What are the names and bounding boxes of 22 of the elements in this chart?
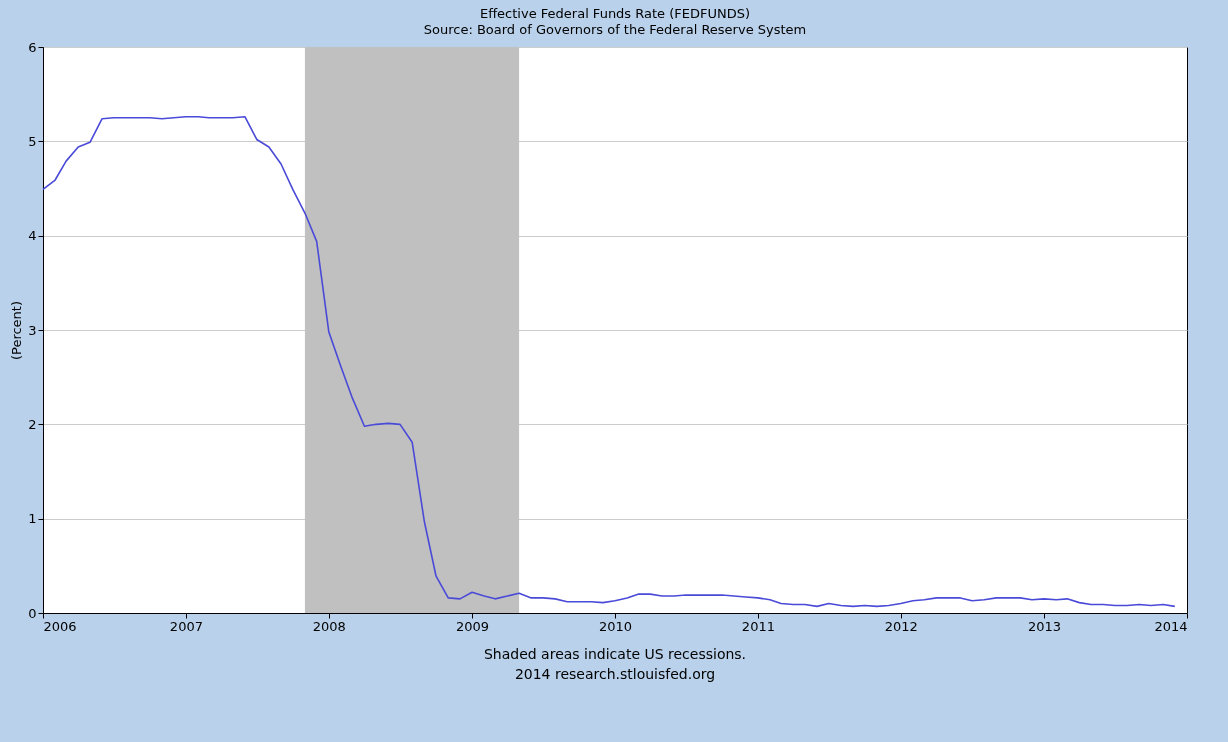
x-tick-label: 2012: [884, 618, 918, 634]
y-tick-label: 1: [28, 511, 37, 527]
x-tick-label: 2010: [598, 618, 633, 634]
y-tick-label: 0: [28, 605, 37, 621]
y-tick-label: 6: [28, 39, 37, 55]
chart-title: Effective Federal Funds Rate (FEDFUNDS): [479, 6, 751, 21]
x-tick-label: 2013: [1028, 618, 1062, 634]
y-axis-title: (Percent): [9, 300, 25, 361]
line-series: [42, 116, 1176, 608]
text: 2014 research.stlouisfed.org: [514, 666, 716, 682]
x-tick-label: 2014: [1154, 618, 1188, 634]
x-tick-label: 2011: [741, 618, 775, 634]
y-tick-label: 4: [28, 228, 37, 244]
y-tick-label: 2: [28, 416, 37, 432]
x-tick-label: 2009: [456, 618, 490, 634]
x-tick-label: 2006: [43, 618, 77, 634]
chart-subtitle: Source: Board of Governors of the Federal Reserve System: [423, 22, 807, 37]
x-tick-label: 2007: [169, 618, 203, 634]
y-tick-label: 5: [28, 133, 37, 149]
y-tick-label: 3: [28, 322, 37, 338]
text: Shaded areas indicate US recessions.: [483, 646, 747, 662]
x-tick-label: 2008: [312, 618, 346, 634]
